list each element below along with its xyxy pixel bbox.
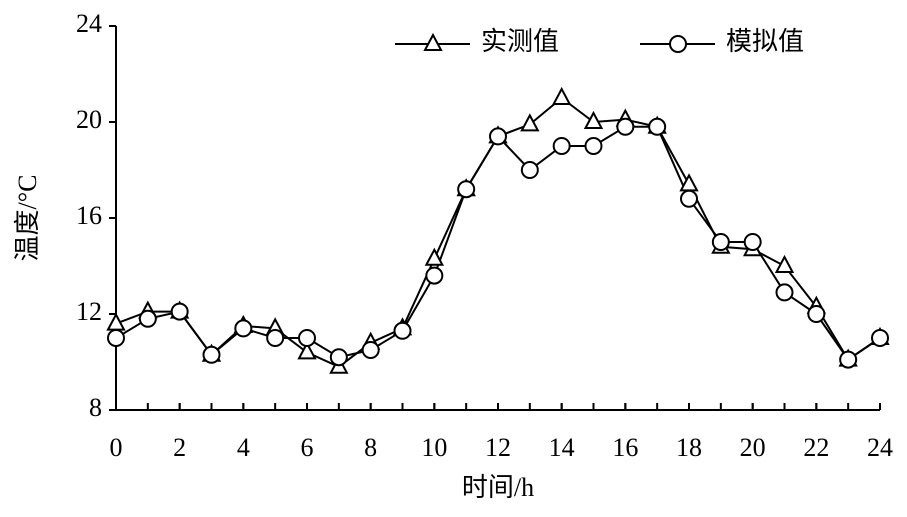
data-point — [520, 161, 539, 179]
data-point — [871, 329, 889, 347]
x-tick-label: 8 — [364, 433, 377, 462]
x-tick-label: 14 — [549, 433, 575, 462]
x-tick-label: 0 — [110, 433, 123, 462]
legend-label: 模拟值 — [726, 27, 804, 56]
y-tick-label: 8 — [89, 393, 102, 422]
data-point — [807, 305, 826, 323]
y-axis-title: 温度/°C — [13, 175, 42, 262]
data-point — [680, 189, 698, 208]
data-point — [711, 233, 730, 251]
y-tick-label: 24 — [76, 9, 102, 38]
data-point — [202, 345, 221, 364]
data-point — [774, 254, 795, 273]
data-point — [457, 180, 476, 199]
data-point — [234, 319, 253, 338]
x-axis-title: 时间/h — [462, 473, 534, 502]
data-point — [583, 110, 604, 129]
data-point — [616, 117, 635, 136]
x-tick-label: 18 — [676, 433, 702, 462]
x-tick-label: 4 — [237, 433, 250, 462]
x-tick-label: 10 — [421, 433, 447, 462]
data-point — [520, 113, 540, 132]
data-point — [266, 329, 285, 347]
data-point — [489, 127, 507, 146]
data-point — [107, 329, 125, 347]
data-point — [298, 329, 316, 347]
x-tick-label: 6 — [301, 433, 314, 462]
y-tick-label: 16 — [76, 201, 102, 230]
data-point — [425, 266, 444, 285]
data-point — [584, 137, 603, 155]
data-point — [361, 341, 380, 359]
data-point — [552, 86, 572, 105]
x-tick-label: 20 — [740, 433, 766, 462]
data-point — [552, 137, 571, 155]
x-tick-label: 24 — [867, 433, 893, 462]
data-point — [648, 117, 667, 136]
data-point — [839, 350, 858, 369]
x-tick-label: 2 — [173, 433, 186, 462]
data-point — [743, 233, 762, 251]
data-point — [393, 321, 412, 340]
x-tick-label: 12 — [485, 433, 511, 462]
x-tick-label: 22 — [803, 433, 829, 462]
y-tick-label: 20 — [76, 105, 102, 134]
legend-marker — [669, 35, 687, 53]
data-point — [329, 348, 348, 367]
legend-marker — [423, 32, 443, 51]
x-tick-label: 16 — [612, 433, 638, 462]
data-point — [775, 283, 794, 302]
data-point — [170, 302, 189, 321]
data-point — [138, 309, 157, 328]
data-point — [297, 341, 317, 360]
legend-label: 实测值 — [481, 27, 559, 56]
data-point — [424, 247, 445, 266]
y-tick-label: 12 — [76, 297, 102, 326]
